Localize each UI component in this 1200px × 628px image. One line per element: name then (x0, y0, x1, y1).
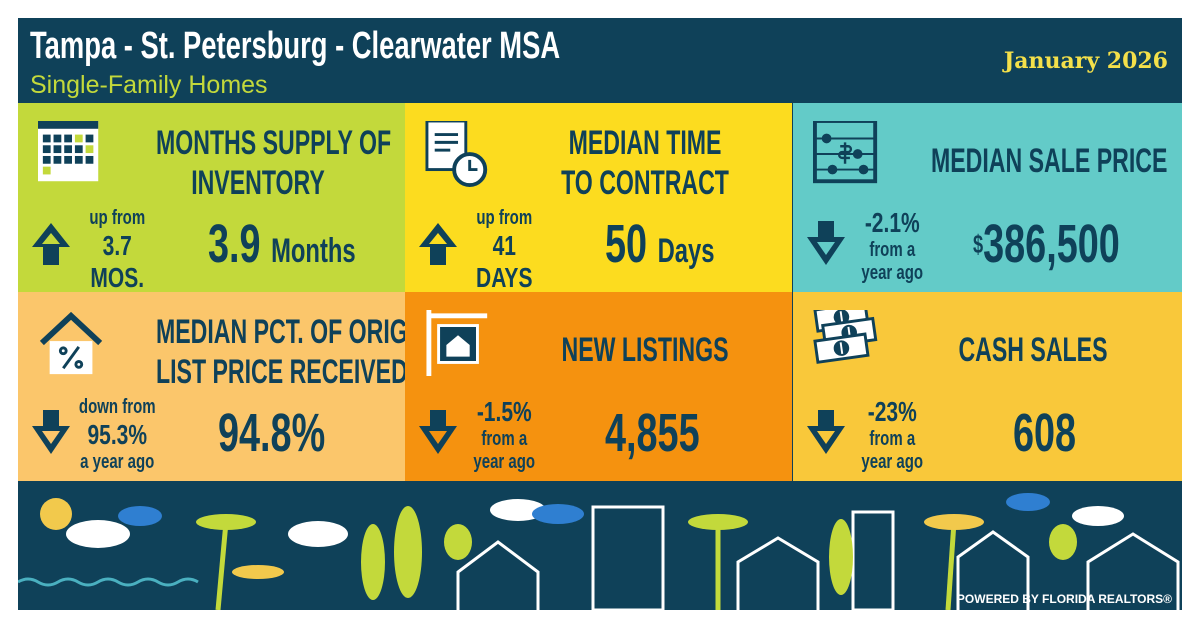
tile-title: MEDIAN TIME TO CONTRACT (561, 124, 729, 202)
year-over-year-comparison: up from 41 DAYS a year ago (476, 207, 533, 292)
arrow-down-icon (419, 410, 457, 454)
skyline-illustration (18, 493, 1180, 610)
metric-value: 94.8% (218, 403, 326, 463)
metric-tile: NEW LISTINGS -1.5% from a year ago 4,855 (405, 292, 792, 481)
year-over-year-comparison: up from 3.7 MOS. a year ago (89, 207, 146, 292)
page-title: Tampa - St. Petersburg - Clearwater MSA (30, 25, 561, 67)
year-over-year-comparison: down from 95.3% a year ago (78, 396, 156, 473)
metric-tile: MONTHS SUPPLY OF INVENTORY up from 3.7 MO… (18, 103, 405, 292)
arrow-down-icon (807, 410, 845, 454)
metric-value: $386,500 (973, 214, 1120, 274)
arrow-up-icon (32, 223, 70, 265)
metric-value: 50 Days (605, 214, 715, 274)
infographic: Tampa - St. Petersburg - Clearwater MSA … (18, 18, 1182, 610)
document-clock-icon (425, 121, 488, 188)
arrow-down-icon (807, 221, 845, 265)
metric-value: 3.9 Months (208, 214, 356, 274)
metric-value: 4,855 (605, 403, 700, 463)
abacus-icon (813, 121, 878, 184)
report-date: January 2026 (1003, 48, 1168, 74)
metric-value: 608 (1013, 403, 1077, 463)
year-over-year-comparison: -2.1% from a year ago (861, 207, 924, 284)
metric-tile: CASH SALES -23% from a year ago 608 (793, 292, 1182, 481)
year-over-year-comparison: -23% from a year ago (861, 396, 924, 473)
metric-tile: MEDIAN PCT. OF ORIG. LIST PRICE RECEIVED … (18, 292, 405, 481)
year-over-year-comparison: -1.5% from a year ago (473, 396, 536, 473)
tile-title: MONTHS SUPPLY OF INVENTORY (156, 124, 392, 202)
tile-title: NEW LISTINGS (561, 331, 729, 369)
arrow-up-icon (419, 223, 457, 265)
arrow-down-icon (32, 410, 70, 454)
calendar-icon (38, 121, 99, 182)
tile-title: CASH SALES (958, 331, 1108, 369)
tile-title: MEDIAN SALE PRICE (931, 142, 1168, 180)
cash-icon (813, 310, 878, 364)
listing-sign-icon (426, 310, 488, 377)
metric-tile: MEDIAN SALE PRICE -2.1% from a year ago … (793, 103, 1182, 292)
house-percent-icon (39, 311, 103, 375)
footer-credit: POWERED BY FLORIDA REALTORS® (956, 592, 1172, 606)
tile-title: MEDIAN PCT. OF ORIG. LIST PRICE RECEIVED (156, 313, 405, 391)
page-subtitle: Single-Family Homes (30, 71, 268, 99)
